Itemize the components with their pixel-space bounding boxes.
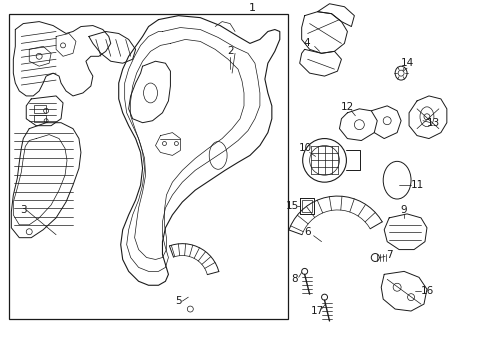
Text: 17: 17 bbox=[310, 306, 324, 316]
Text: 16: 16 bbox=[420, 286, 433, 296]
Text: 12: 12 bbox=[340, 102, 353, 112]
Text: 6: 6 bbox=[304, 227, 310, 237]
Text: 8: 8 bbox=[291, 274, 297, 284]
Text: 10: 10 bbox=[299, 144, 311, 153]
Text: 3: 3 bbox=[20, 205, 26, 215]
Text: 9: 9 bbox=[400, 205, 407, 215]
Text: 5: 5 bbox=[175, 296, 182, 306]
Text: 7: 7 bbox=[385, 249, 392, 260]
Text: 13: 13 bbox=[427, 118, 440, 128]
Text: 2: 2 bbox=[226, 46, 233, 56]
Bar bbox=[34, 115, 46, 122]
Text: 14: 14 bbox=[400, 58, 413, 68]
Bar bbox=[9, 14, 287, 319]
Text: 11: 11 bbox=[409, 180, 423, 190]
Bar bbox=[34, 105, 46, 113]
Text: 4: 4 bbox=[303, 39, 309, 48]
Text: 1: 1 bbox=[248, 3, 255, 13]
Bar bbox=[301, 200, 311, 212]
Text: 15: 15 bbox=[285, 201, 299, 211]
